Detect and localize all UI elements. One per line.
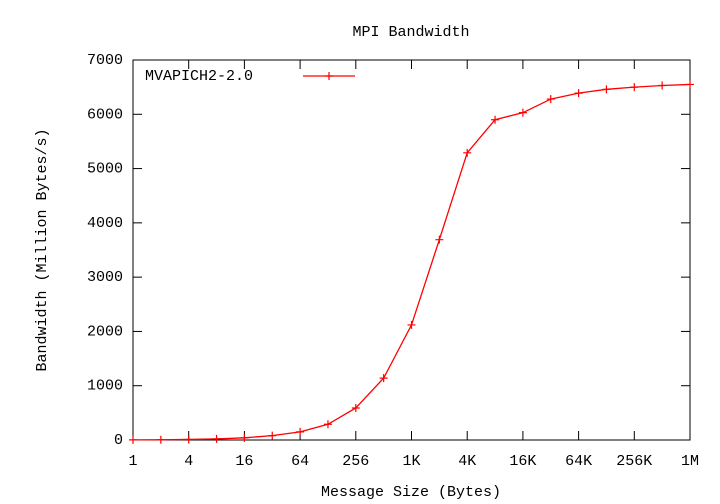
- x-tick-label: 64K: [565, 453, 592, 470]
- point: [546, 95, 555, 104]
- y-tick-label: 4000: [87, 215, 123, 232]
- point: [296, 427, 305, 436]
- point: [491, 115, 500, 124]
- x-tick-label: 1K: [402, 453, 420, 470]
- point: [129, 435, 137, 444]
- x-tick-label: 256K: [616, 453, 652, 470]
- legend-label: MVAPICH2-2.0: [145, 68, 253, 85]
- point: [379, 374, 388, 383]
- y-tick-label: 0: [114, 432, 123, 449]
- y-tick-label: 5000: [87, 161, 123, 178]
- y-axis-label: Bandwidth (Million Bytes/s): [34, 128, 51, 371]
- x-tick-label: 16: [235, 453, 253, 470]
- x-tick-label: 1M: [681, 453, 699, 470]
- plot-frame: [132, 59, 691, 441]
- series-line: [132, 83, 691, 441]
- point: [240, 433, 249, 442]
- point: [602, 85, 611, 94]
- x-tick-label: 1: [128, 453, 137, 470]
- y-tick-label: 6000: [87, 106, 123, 123]
- point: [268, 431, 277, 440]
- point: [574, 89, 583, 98]
- legend-marker: [325, 72, 333, 80]
- y-tick-label: 2000: [87, 323, 123, 340]
- point: [630, 83, 639, 92]
- point: [463, 148, 472, 157]
- y-tick-label: 3000: [87, 269, 123, 286]
- point: [518, 108, 527, 117]
- x-tick-label: 64: [291, 453, 309, 470]
- x-tick-label: 4K: [458, 453, 476, 470]
- point: [658, 81, 667, 90]
- point: [156, 435, 165, 444]
- x-tick-label: 4: [184, 453, 193, 470]
- point: [435, 235, 444, 244]
- point: [212, 434, 221, 443]
- point: [184, 435, 193, 444]
- x-tick-label: 16K: [509, 453, 536, 470]
- x-tick-label: 256: [342, 453, 369, 470]
- y-tick-label: 1000: [87, 378, 123, 395]
- point: [686, 80, 694, 89]
- chart-title: MPI Bandwidth: [352, 24, 469, 41]
- point: [351, 403, 360, 412]
- y-tick-label: 7000: [87, 52, 123, 69]
- point: [323, 420, 332, 429]
- point: [407, 320, 416, 329]
- x-axis-label: Message Size (Bytes): [321, 484, 501, 501]
